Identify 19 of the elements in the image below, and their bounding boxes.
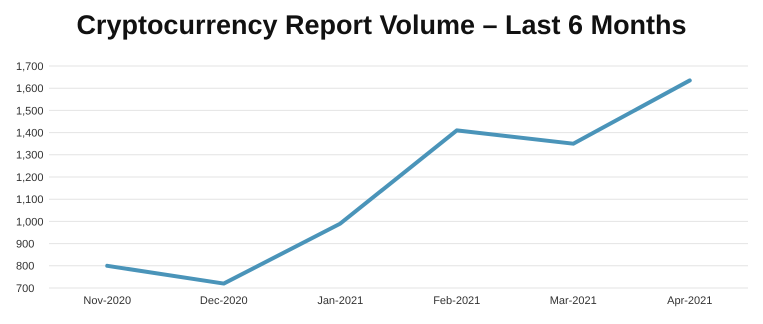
y-tick-label: 700 (16, 282, 34, 295)
y-tick-label: 1,400 (16, 127, 44, 140)
x-tick-label: Apr-2021 (667, 295, 712, 307)
y-tick-label: 1,500 (16, 105, 44, 118)
y-tick-label: 1,700 (16, 60, 44, 73)
chart-title: Cryptocurrency Report Volume – Last 6 Months (76, 10, 687, 40)
y-tick-label: 1,600 (16, 83, 44, 96)
y-tick-label: 1,000 (16, 216, 44, 228)
x-tick-label: Jan-2021 (317, 295, 364, 307)
y-tick-label: 1,100 (16, 194, 44, 206)
y-tick-label: 800 (16, 260, 34, 273)
y-tick-label: 1,200 (16, 172, 44, 184)
x-tick-label: Nov-2020 (83, 295, 132, 307)
x-tick-label: Dec-2020 (200, 295, 248, 307)
x-tick-label: Mar-2021 (550, 295, 597, 307)
y-tick-label: 1,300 (16, 150, 44, 162)
x-tick-label: Feb-2021 (433, 295, 480, 307)
y-tick-label: 900 (16, 238, 34, 250)
line-series (105, 78, 692, 286)
